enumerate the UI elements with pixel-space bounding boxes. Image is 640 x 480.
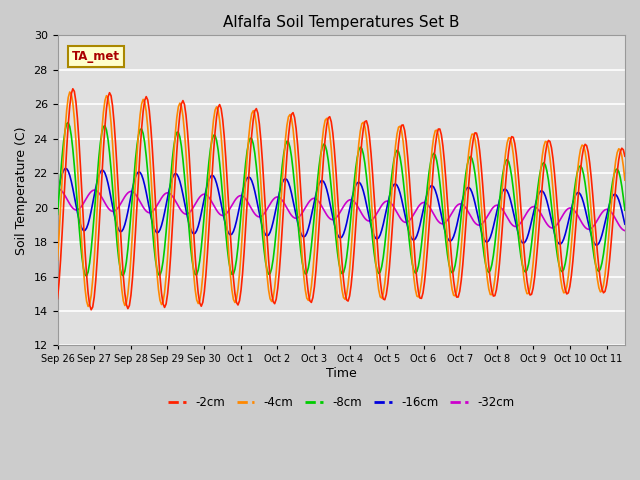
Title: Alfalfa Soil Temperatures Set B: Alfalfa Soil Temperatures Set B — [223, 15, 460, 30]
Legend: -2cm, -4cm, -8cm, -16cm, -32cm: -2cm, -4cm, -8cm, -16cm, -32cm — [163, 392, 519, 414]
Text: TA_met: TA_met — [72, 50, 120, 63]
X-axis label: Time: Time — [326, 367, 356, 380]
Y-axis label: Soil Temperature (C): Soil Temperature (C) — [15, 126, 28, 254]
